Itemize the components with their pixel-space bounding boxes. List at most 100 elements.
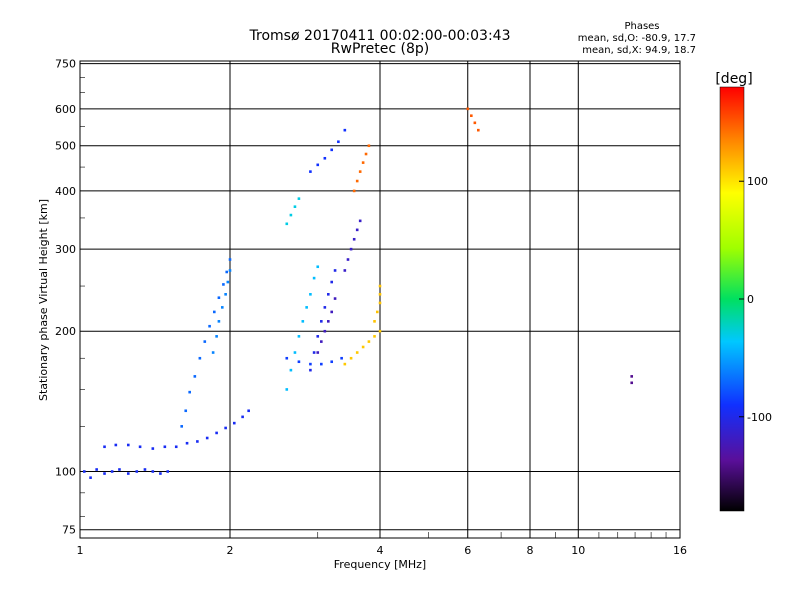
- data-point: [373, 320, 376, 323]
- data-point: [355, 228, 359, 232]
- data-point: [118, 468, 121, 471]
- x-axis-label: Frequency [MHz]: [334, 558, 426, 571]
- data-point: [373, 335, 376, 338]
- data-point: [320, 320, 323, 323]
- data-point: [327, 320, 330, 323]
- data-point: [309, 368, 312, 372]
- data-point: [312, 276, 316, 280]
- y-tick-label: 75: [62, 524, 76, 537]
- y-axis-ticks: 75 100 200 300 400 500 600 750: [55, 58, 76, 537]
- x-tick-label: 1: [77, 544, 84, 557]
- data-point: [188, 390, 191, 394]
- y-tick-label: 300: [55, 243, 76, 256]
- data-point: [333, 297, 337, 300]
- data-point: [180, 425, 184, 428]
- data-point: [473, 121, 477, 125]
- data-point: [232, 421, 236, 425]
- data-point: [320, 362, 323, 366]
- data-point: [220, 306, 224, 309]
- data-point: [330, 360, 334, 364]
- data-point: [212, 310, 216, 314]
- data-point: [323, 156, 327, 160]
- x-tick-label: 8: [527, 544, 534, 557]
- x-tick-label: 2: [227, 544, 234, 557]
- phase-line-o: mean, sd,O: -80.9, 17.7: [578, 33, 696, 44]
- y-tick-label: 100: [55, 466, 76, 479]
- data-point: [327, 293, 330, 296]
- data-point: [293, 205, 297, 208]
- data-point: [285, 356, 289, 360]
- data-point: [316, 335, 320, 338]
- data-point: [166, 470, 170, 473]
- data-point: [358, 219, 362, 223]
- data-point: [309, 293, 312, 296]
- data-point: [110, 470, 114, 473]
- data-point: [174, 445, 178, 449]
- data-point: [355, 351, 359, 354]
- data-point: [330, 148, 334, 152]
- data-point: [103, 472, 106, 475]
- data-point: [143, 468, 147, 471]
- data-point: [297, 335, 301, 338]
- data-point: [95, 468, 98, 471]
- data-point: [361, 345, 365, 349]
- data-point: [466, 107, 470, 111]
- data-point: [323, 329, 327, 333]
- data-point: [208, 324, 211, 328]
- colorbar-label: [deg]: [715, 71, 752, 87]
- data-point: [211, 351, 215, 354]
- data-point: [159, 472, 162, 475]
- data-point: [225, 270, 229, 274]
- data-point: [114, 443, 118, 447]
- colorbar-tick-label: 0: [747, 293, 754, 306]
- data-point: [343, 362, 347, 366]
- data-point: [215, 431, 218, 435]
- data-point: [151, 470, 155, 473]
- y-tick-label: 750: [55, 58, 76, 71]
- phase-line-x: mean, sd,X: 94.9, 18.7: [582, 45, 696, 56]
- data-point: [82, 470, 86, 473]
- data-point: [205, 436, 209, 440]
- data-point: [185, 441, 189, 445]
- x-tick-label: 6: [464, 544, 471, 557]
- chart-title: Tromsø 20170411 00:02:00-00:03:43: [249, 28, 511, 44]
- data-point: [297, 360, 301, 364]
- data-point: [346, 258, 350, 261]
- data-point: [333, 269, 337, 272]
- data-point: [349, 247, 353, 251]
- y-axis-label: Stationary phase Virtual Height [km]: [37, 199, 50, 401]
- data-point: [320, 340, 323, 343]
- data-point: [126, 443, 130, 447]
- data-point: [367, 144, 371, 148]
- data-point: [330, 280, 334, 284]
- colorbar-ticks: 100 0 -100: [739, 175, 772, 424]
- data-point: [126, 472, 130, 475]
- data-point: [193, 375, 197, 378]
- data-point: [301, 320, 305, 323]
- data-point: [217, 296, 221, 300]
- data-point: [352, 237, 356, 241]
- data-point: [163, 445, 167, 449]
- data-point: [305, 306, 308, 309]
- data-point: [355, 179, 359, 183]
- data-point: [285, 388, 289, 391]
- data-point: [196, 440, 199, 443]
- data-point: [217, 320, 221, 323]
- data-points: [82, 107, 634, 479]
- data-point: [285, 222, 289, 226]
- data-point: [349, 356, 353, 360]
- data-point: [247, 409, 250, 413]
- data-point: [203, 340, 207, 343]
- data-point: [138, 445, 142, 449]
- data-point: [630, 381, 634, 385]
- data-point: [215, 335, 218, 338]
- colorbar-tick-label: 100: [747, 175, 768, 188]
- data-point: [316, 163, 320, 167]
- data-point: [198, 356, 202, 360]
- data-point: [309, 170, 312, 173]
- data-point: [289, 213, 293, 217]
- y-tick-label: 600: [55, 103, 76, 116]
- data-point: [352, 189, 356, 193]
- data-point: [226, 280, 230, 284]
